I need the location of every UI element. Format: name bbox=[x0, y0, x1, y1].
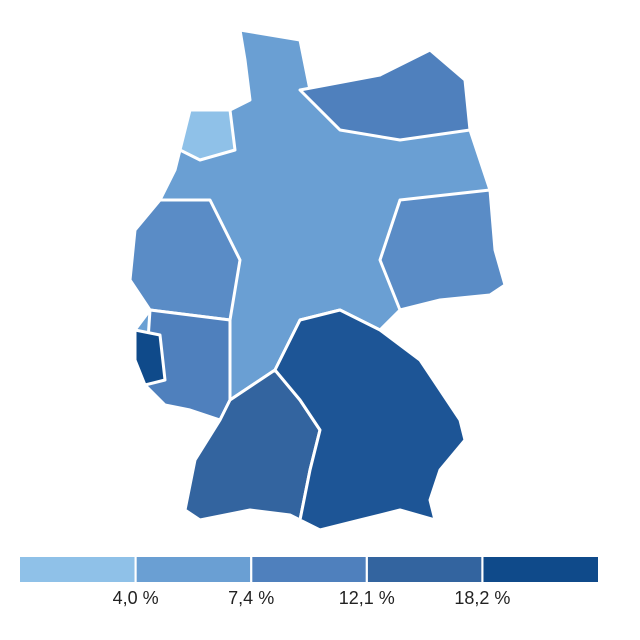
saar-region bbox=[133, 328, 167, 387]
legend-label: 12,1 % bbox=[339, 588, 395, 608]
mid-region bbox=[298, 48, 472, 142]
southwest-region bbox=[143, 308, 232, 422]
legend-swatch bbox=[252, 557, 366, 582]
west-region bbox=[128, 198, 242, 322]
legend-swatch bbox=[367, 557, 482, 582]
germany-map bbox=[128, 28, 507, 532]
legend-swatch bbox=[136, 557, 251, 582]
light-region bbox=[178, 108, 237, 162]
east-region bbox=[378, 188, 507, 312]
legend-label: 18,2 % bbox=[454, 588, 510, 608]
bavaria bbox=[273, 308, 467, 532]
legend: 4,0 % 7,4 % 12,1 % 18,2 % bbox=[20, 557, 598, 608]
legend-swatch bbox=[483, 557, 598, 582]
legend-label: 4,0 % bbox=[113, 588, 159, 608]
legend-swatch bbox=[20, 557, 135, 582]
legend-label: 7,4 % bbox=[228, 588, 274, 608]
